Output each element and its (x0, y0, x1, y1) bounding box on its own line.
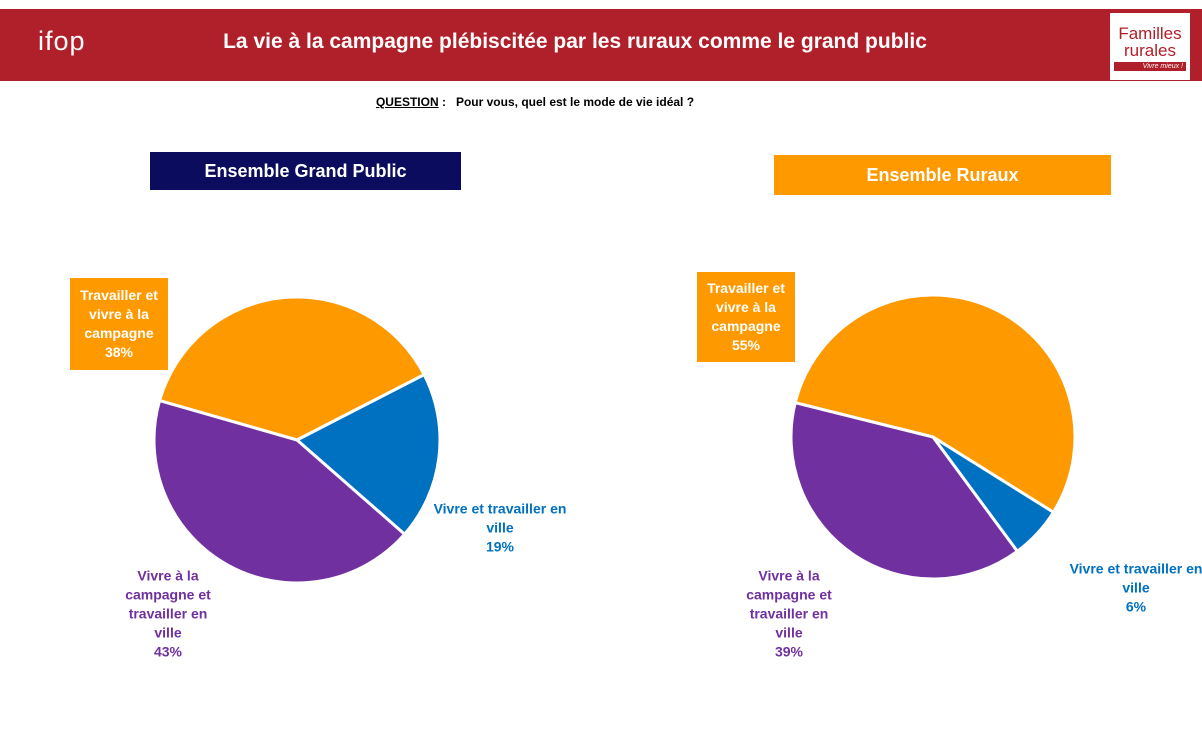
pie-slice (793, 293, 1077, 514)
value-label: 43% (153, 643, 183, 660)
chart-title: Ensemble Ruraux (774, 155, 1111, 195)
data-label: Travailler et vivre à la campagne 55% (697, 272, 795, 362)
data-label: Vivre et travailler en ville 6% (1061, 560, 1202, 617)
category-label: Vivre et travailler en ville (433, 500, 567, 536)
value-label: 55% (731, 337, 761, 353)
pie-slice (158, 295, 426, 442)
value-label: 38% (104, 344, 134, 360)
value-label: 6% (1125, 598, 1147, 615)
header-band (0, 9, 1202, 81)
pie-slice (152, 399, 407, 585)
chart-title: Ensemble Grand Public (150, 152, 461, 190)
data-label: Travailler et vivre à la campagne 38% (70, 278, 168, 370)
header-title: La vie à la campagne plébiscitée par les… (223, 30, 927, 53)
question: QUESTION : Pour vous, quel est le mode d… (0, 95, 1070, 109)
question-separator: : (441, 95, 446, 109)
pie-slice (295, 373, 442, 536)
logo-line: rurales (1124, 41, 1176, 60)
data-label: Vivre à la campagne et travailler en vil… (739, 567, 839, 662)
category-label: Vivre à la campagne et travailler en vil… (125, 567, 211, 641)
logo-tagline: Vivre mieux ! (1114, 62, 1186, 71)
data-label: Vivre à la campagne et travailler en vil… (118, 567, 218, 662)
pie-slice (789, 401, 1019, 581)
logo-right: Familles rurales Vivre mieux ! (1110, 13, 1190, 80)
category-label: Travailler et vivre à la campagne (80, 287, 158, 341)
value-label: 19% (485, 538, 515, 555)
category-label: Vivre et travailler en ville (1069, 560, 1202, 596)
question-label: QUESTION (375, 95, 439, 109)
question-text: Pour vous, quel est le mode de vie idéal… (455, 95, 695, 109)
logo-left: ifop (38, 26, 86, 56)
category-label: Vivre à la campagne et travailler en vil… (746, 567, 832, 641)
data-label: Vivre et travailler en ville 19% (425, 500, 575, 557)
category-label: Travailler et vivre à la campagne (707, 280, 785, 334)
logo-line: Familles (1118, 24, 1182, 43)
value-label: 39% (774, 643, 804, 660)
